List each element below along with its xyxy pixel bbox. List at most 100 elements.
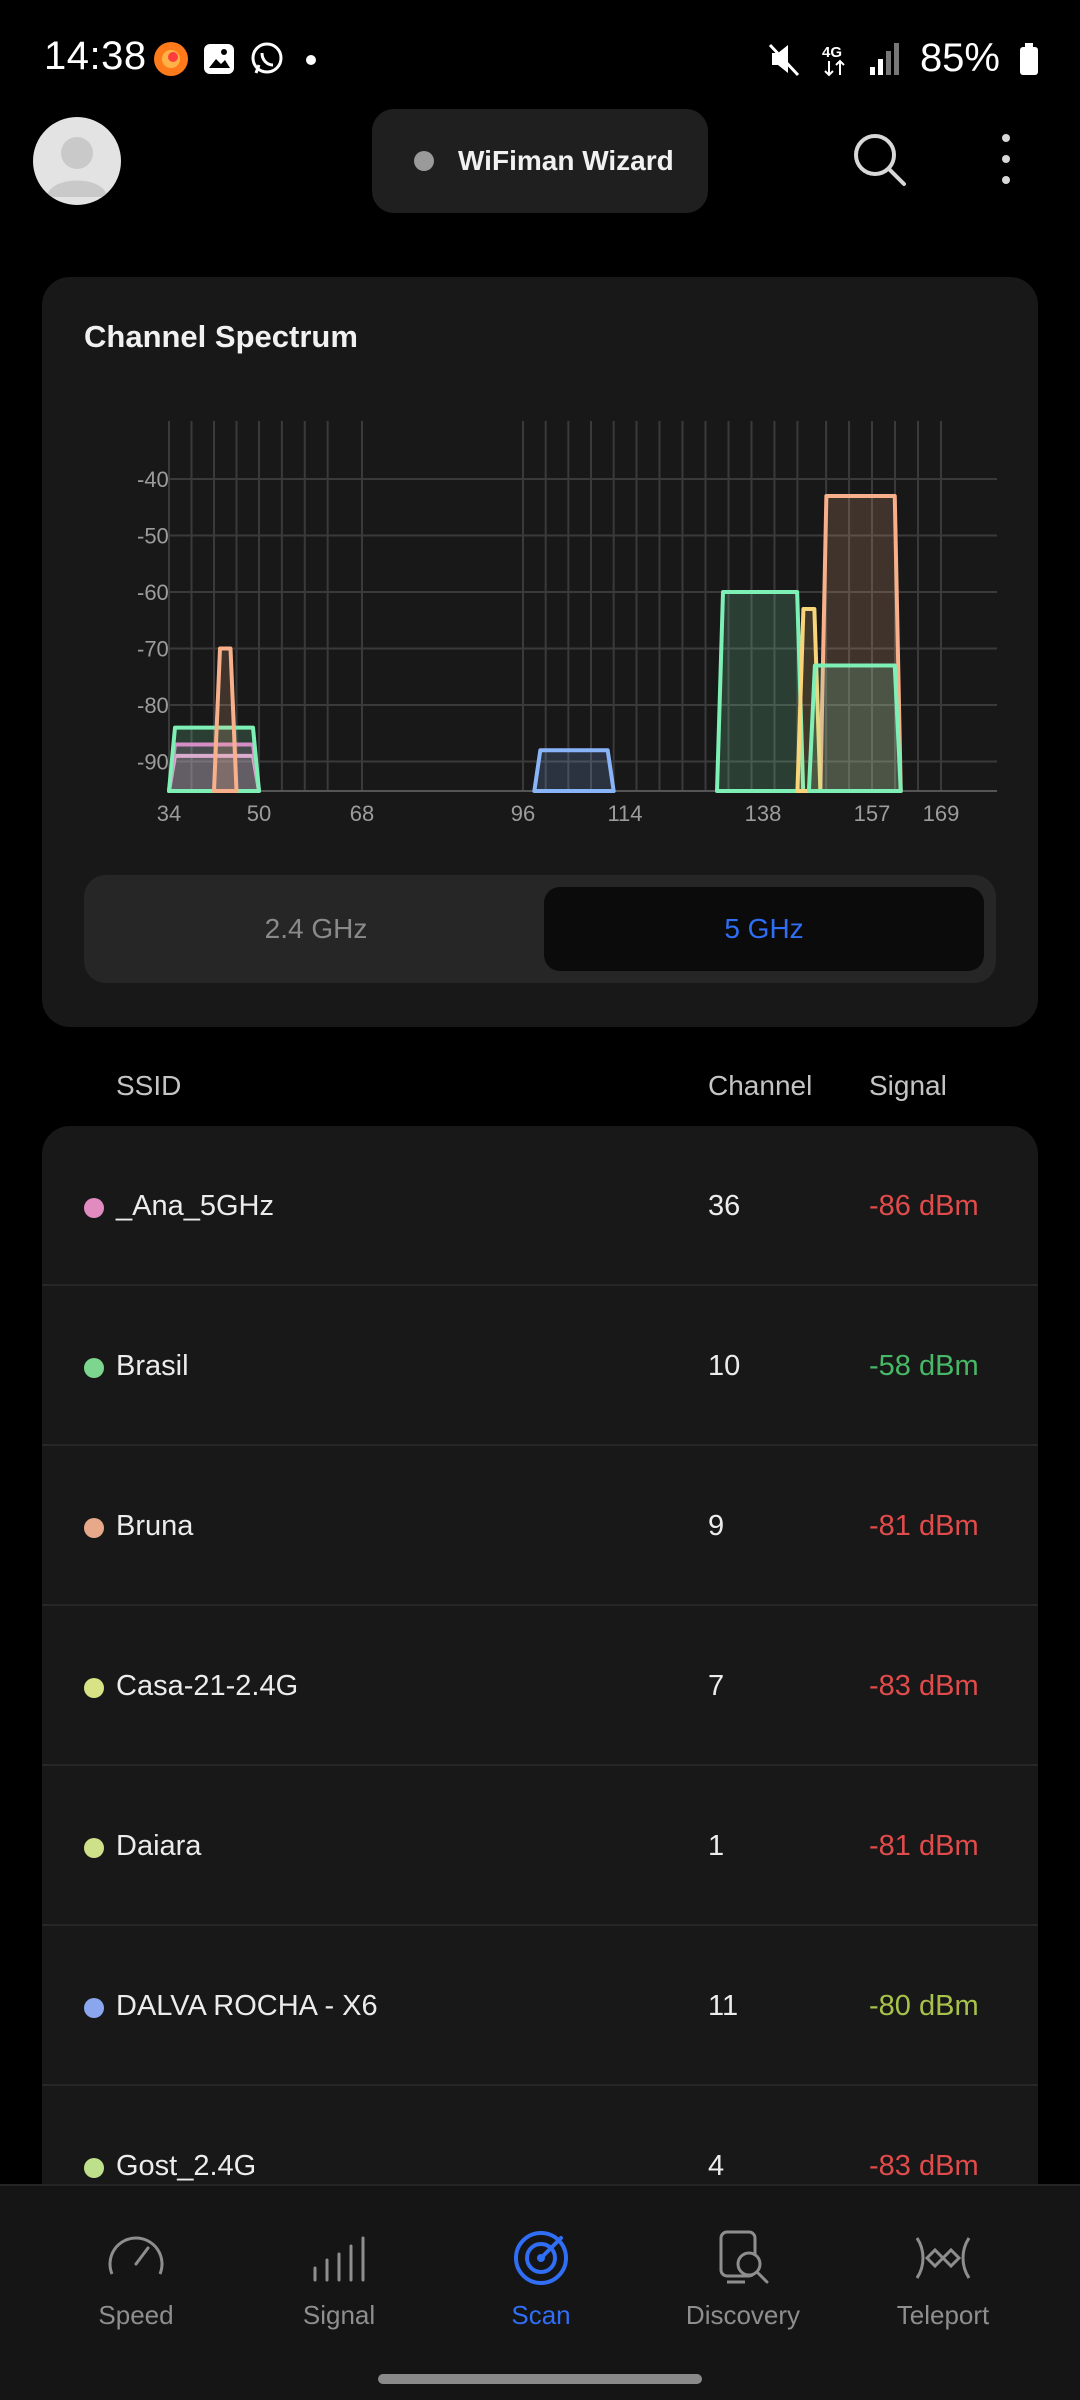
spectrum-series-mark [212, 646, 239, 793]
network-color-dot [84, 1358, 104, 1378]
card-title: Channel Spectrum [84, 319, 358, 354]
svg-text:4G: 4G [822, 44, 842, 61]
avatar[interactable] [33, 117, 121, 205]
signal-bars-icon [869, 42, 899, 75]
network-ssid: _Ana_5GHz [116, 1190, 274, 1222]
network-channel: 1 [708, 1830, 725, 1862]
spectrum-series-mark [532, 748, 616, 793]
spectrum-chart: -40 -50 -60 -70 -80 -90 34 50 68 96 114 138 157 169 [137, 421, 997, 826]
network-channel: 11 [708, 1990, 739, 2022]
band-toggle: 2.4 GHz 5 GHz [84, 875, 996, 983]
network-ssid: Daiara [116, 1830, 202, 1862]
4g-data-icon: 4G [822, 44, 845, 76]
network-ssid: DALVA ROCHA - X6 [116, 1990, 378, 2022]
list-item[interactable]: Daiara 1 -81 dBm [42, 1766, 1038, 1926]
status-bar: 14:38 4G 85% [0, 0, 1080, 110]
network-channel: 36 [708, 1190, 741, 1222]
network-signal: -81 dBm [869, 1830, 979, 1862]
y-tick-label: -40 [137, 467, 169, 492]
header-ssid[interactable]: SSID [116, 1070, 182, 1101]
nav-speed[interactable]: Speed [36, 2186, 236, 2356]
nav-discovery[interactable]: Discovery [643, 2186, 843, 2356]
wifiman-wizard-button[interactable]: WiFiman Wizard [372, 109, 708, 213]
home-indicator[interactable] [378, 2374, 702, 2384]
network-signal: -58 dBm [869, 1350, 979, 1382]
nav-label: Speed [98, 2300, 174, 2330]
network-color-dot [84, 1838, 104, 1858]
network-color-dot [84, 1678, 104, 1698]
wizard-label: WiFiman Wizard [458, 145, 674, 176]
list-item[interactable]: Brasil 10 -58 dBm [42, 1286, 1038, 1446]
spectrum-series-mark [806, 663, 903, 793]
x-tick-label: 96 [511, 801, 535, 826]
network-signal: -86 dBm [869, 1190, 979, 1222]
radar-icon [514, 2231, 568, 2285]
x-tick-label: 169 [923, 801, 960, 826]
wizard-status-dot [414, 151, 434, 171]
list-item[interactable]: DALVA ROCHA - X6 11 -80 dBm [42, 1926, 1038, 2086]
x-tick-label: 157 [854, 801, 891, 826]
system-icons: 4G 85% [766, 36, 1040, 81]
battery-icon [1020, 42, 1038, 75]
whatsapp-icon [251, 42, 283, 74]
band-option-5ghz[interactable]: 5 GHz [544, 887, 984, 971]
band-option-2-4ghz[interactable]: 2.4 GHz [264, 913, 368, 944]
list-header: SSID Channel Signal [0, 1070, 1080, 1110]
list-item[interactable]: _Ana_5GHz 36 -86 dBm [42, 1126, 1038, 1286]
x-tick-label: 68 [350, 801, 374, 826]
x-axis-ticks: 34 50 68 96 114 138 157 169 [157, 801, 960, 826]
x-tick-label: 50 [247, 801, 271, 826]
mute-icon [768, 43, 800, 76]
user-icon [47, 137, 107, 197]
network-signal: -81 dBm [869, 1510, 979, 1542]
network-color-dot [84, 1198, 104, 1218]
list-item[interactable]: Casa-21-2.4G 7 -83 dBm [42, 1606, 1038, 1766]
header-channel[interactable]: Channel [708, 1070, 813, 1101]
nav-label: Discovery [685, 2300, 801, 2330]
gallery-icon [204, 44, 234, 74]
nav-label: Teleport [896, 2300, 990, 2330]
network-ssid: Bruna [116, 1510, 194, 1542]
battery-percent: 85% [919, 36, 1000, 80]
network-ssid: Casa-21-2.4G [116, 1670, 299, 1702]
nav-teleport[interactable]: Teleport [843, 2186, 1043, 2356]
notification-icons [152, 40, 326, 78]
network-color-dot [84, 1518, 104, 1538]
network-channel: 10 [708, 1350, 741, 1382]
network-channel: 4 [708, 2150, 725, 2182]
y-tick-label: -60 [137, 580, 169, 605]
chart-grid [167, 421, 997, 792]
status-time: 14:38 [44, 34, 147, 78]
network-ssid: Brasil [116, 1350, 189, 1382]
search-icon[interactable] [848, 128, 910, 190]
network-signal: -80 dBm [869, 1990, 979, 2022]
dot-icon [306, 55, 316, 65]
nav-signal[interactable]: Signal [239, 2186, 439, 2356]
network-signal: -83 dBm [869, 1670, 979, 1702]
teleport-icon [915, 2237, 971, 2279]
nav-scan[interactable]: Scan [441, 2186, 641, 2356]
firefox-icon [154, 42, 188, 76]
device-search-icon [719, 2230, 769, 2284]
network-color-dot [84, 2158, 104, 2178]
chart-series [167, 493, 903, 793]
nav-label: Scan [511, 2300, 571, 2330]
y-tick-label: -90 [137, 750, 169, 775]
x-tick-label: 114 [607, 801, 642, 826]
header-signal[interactable]: Signal [869, 1070, 947, 1101]
network-ssid: Gost_2.4G [116, 2150, 257, 2182]
nav-label: Signal [302, 2300, 376, 2330]
speedometer-icon [108, 2236, 164, 2275]
signal-bars-icon [313, 2236, 365, 2282]
more-options-icon[interactable] [986, 128, 1026, 190]
bottom-navigation: Speed Signal Scan Discovery Teleport [0, 2184, 1080, 2400]
network-channel: 7 [708, 1670, 725, 1702]
x-tick-label: 138 [745, 801, 782, 826]
y-axis-ticks: -40 -50 -60 -70 -80 -90 [137, 467, 169, 775]
network-color-dot [84, 1998, 104, 2018]
network-channel: 9 [708, 1510, 725, 1542]
x-tick-label: 34 [157, 801, 181, 826]
network-signal: -83 dBm [869, 2150, 979, 2182]
list-item[interactable]: Bruna 9 -81 dBm [42, 1446, 1038, 1606]
y-tick-label: -50 [137, 524, 169, 549]
